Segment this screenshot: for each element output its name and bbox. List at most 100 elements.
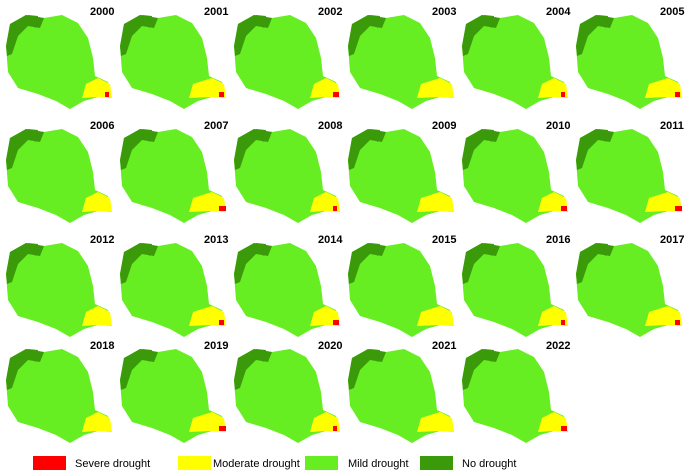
region-none	[256, 243, 266, 256]
region-moderate	[189, 412, 226, 432]
map-panel: 2000	[6, 6, 114, 109]
map-panel: 2004	[462, 6, 571, 109]
region-moderate	[82, 306, 112, 326]
year-label: 2007	[204, 120, 228, 132]
map-panel: 2007	[120, 120, 228, 223]
map-panel: 2008	[234, 120, 342, 223]
map-panel: 2015	[348, 234, 456, 337]
region-moderate	[189, 192, 226, 212]
region-mild	[234, 243, 340, 337]
region-moderate	[538, 192, 568, 212]
region-none	[142, 349, 152, 362]
region-moderate	[645, 306, 682, 326]
region-moderate	[310, 412, 340, 432]
region-moderate	[538, 78, 568, 98]
region-moderate	[645, 78, 682, 98]
legend-swatch	[305, 456, 338, 470]
map-panel: 2019	[120, 340, 228, 443]
year-label: 2011	[660, 120, 684, 132]
map-panel: 2021	[348, 340, 456, 443]
map-panel: 2003	[348, 6, 456, 109]
region-severe	[561, 206, 567, 211]
map-panel: 2009	[348, 120, 456, 223]
region-moderate	[417, 412, 454, 432]
year-label: 2019	[204, 340, 228, 352]
year-label: 2020	[318, 340, 342, 352]
year-label: 2010	[546, 120, 570, 132]
region-moderate	[310, 192, 340, 212]
map-panel: 2001	[120, 6, 228, 109]
region-severe	[675, 92, 680, 97]
year-label: 2016	[546, 234, 570, 246]
region-moderate	[189, 78, 226, 98]
region-mild	[6, 129, 112, 223]
map-panel: 2014	[234, 234, 343, 337]
region-severe	[561, 426, 567, 431]
map-panel: 2010	[462, 120, 570, 223]
legend-label: Severe drought	[75, 458, 150, 470]
year-label: 2006	[90, 120, 114, 132]
region-mild	[234, 129, 340, 223]
region-none	[256, 349, 266, 362]
region-moderate	[310, 306, 340, 326]
region-moderate	[310, 78, 340, 98]
region-none	[484, 15, 494, 28]
region-none	[370, 15, 380, 28]
region-moderate	[417, 192, 454, 212]
region-mild	[234, 349, 340, 443]
year-label: 2008	[318, 120, 342, 132]
region-moderate	[417, 306, 454, 326]
legend-label: No drought	[462, 458, 516, 470]
region-none	[28, 349, 38, 362]
map-panel: 2022	[462, 340, 570, 443]
region-severe	[219, 92, 224, 97]
region-moderate	[538, 306, 568, 326]
map-panel: 2013	[120, 234, 228, 337]
region-moderate	[645, 192, 682, 212]
region-moderate	[82, 78, 112, 98]
region-mild	[234, 15, 340, 109]
region-severe	[675, 206, 682, 211]
year-label: 2015	[432, 234, 456, 246]
map-panel: 2011	[576, 120, 684, 223]
map-panel: 2006	[6, 120, 114, 223]
year-label: 2005	[660, 6, 684, 18]
region-none	[28, 15, 38, 28]
region-mild	[462, 129, 568, 223]
region-severe	[333, 206, 337, 211]
region-moderate	[538, 412, 568, 432]
region-none	[256, 15, 266, 28]
region-none	[484, 349, 494, 362]
region-none	[484, 243, 494, 256]
region-severe	[219, 320, 224, 325]
legend-swatch	[178, 456, 211, 470]
region-none	[142, 243, 152, 256]
region-mild	[6, 15, 112, 109]
region-mild	[462, 243, 568, 337]
region-severe	[219, 426, 226, 431]
region-none	[370, 243, 380, 256]
region-none	[598, 243, 608, 256]
map-panel: 2016	[462, 234, 570, 337]
region-moderate	[189, 306, 226, 326]
region-none	[28, 129, 38, 142]
region-severe	[105, 92, 109, 97]
legend-label: Moderate drought	[213, 458, 300, 470]
region-moderate	[417, 78, 454, 98]
region-none	[370, 129, 380, 142]
region-none	[256, 129, 266, 142]
map-panel: 2012	[6, 234, 114, 337]
region-moderate	[82, 412, 112, 432]
legend-swatch	[33, 456, 66, 470]
map-panel: 2020	[234, 340, 342, 443]
year-label: 2004	[546, 6, 571, 18]
region-severe	[561, 320, 565, 325]
year-label: 2000	[90, 6, 114, 18]
region-none	[142, 129, 152, 142]
region-severe	[219, 206, 226, 211]
region-none	[28, 243, 38, 256]
region-none	[598, 15, 608, 28]
region-mild	[462, 349, 568, 443]
year-label: 2021	[432, 340, 456, 352]
